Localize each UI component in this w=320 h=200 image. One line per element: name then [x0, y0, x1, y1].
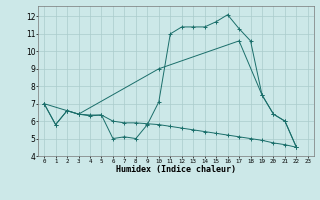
- X-axis label: Humidex (Indice chaleur): Humidex (Indice chaleur): [116, 165, 236, 174]
